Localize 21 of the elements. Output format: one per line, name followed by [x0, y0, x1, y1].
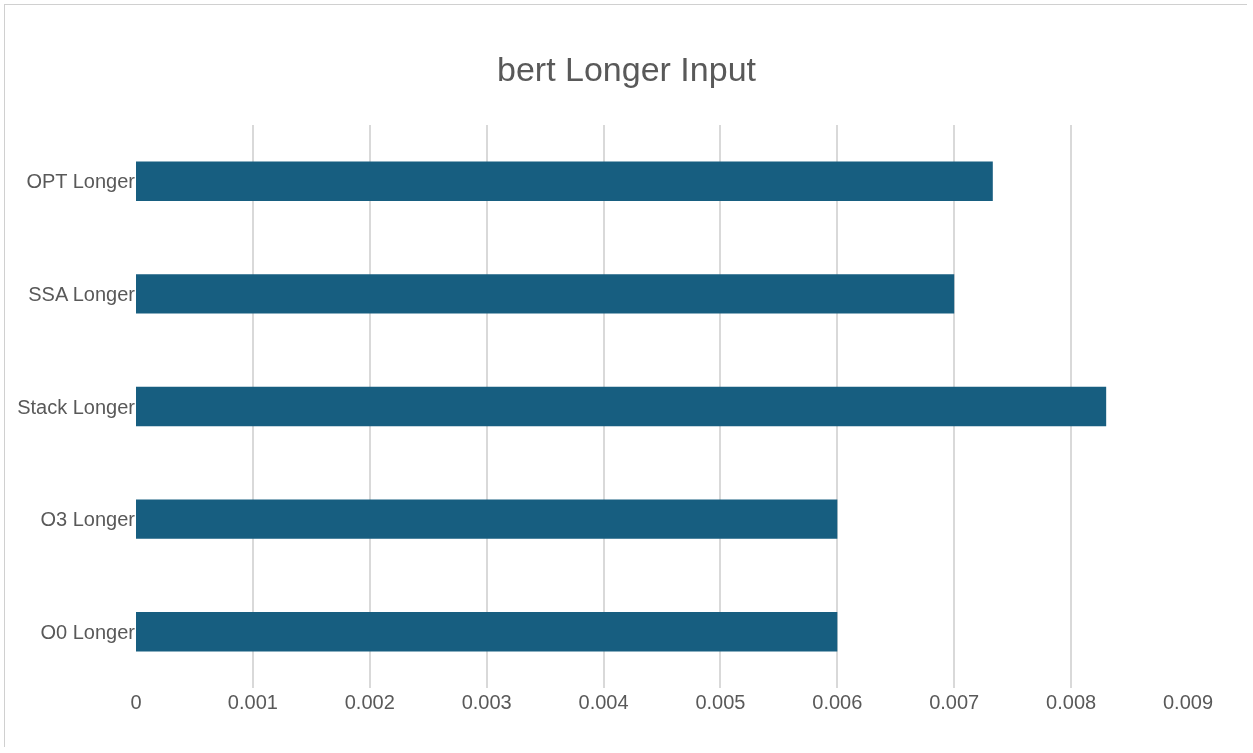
- bar: [136, 612, 838, 652]
- x-tick-label: 0.003: [461, 691, 512, 713]
- y-tick-label: Stack Longer: [17, 395, 136, 418]
- x-tick-label: 0.005: [695, 691, 746, 713]
- x-tick-label: 0.006: [812, 691, 863, 713]
- x-tick-label: 0.001: [227, 691, 278, 713]
- bar: [136, 161, 993, 202]
- chart-title: bert Longer Input: [497, 49, 757, 88]
- x-tick-label: 0.009: [1162, 691, 1214, 713]
- x-tick-label: 0.007: [929, 691, 980, 713]
- bar: [136, 499, 838, 539]
- x-tick-label: 0.008: [1046, 691, 1097, 713]
- x-tick-label: 0.004: [578, 691, 629, 713]
- y-tick-label: O0 Longer: [40, 620, 136, 643]
- bar: [136, 386, 1107, 427]
- bar: [136, 274, 955, 314]
- x-tick-label: 0.002: [344, 691, 395, 713]
- y-tick-label: SSA Longer: [28, 282, 136, 305]
- y-tick-label: OPT Longer: [26, 170, 136, 193]
- x-tick-label: 0: [130, 691, 142, 713]
- y-tick-label: O3 Longer: [40, 508, 136, 531]
